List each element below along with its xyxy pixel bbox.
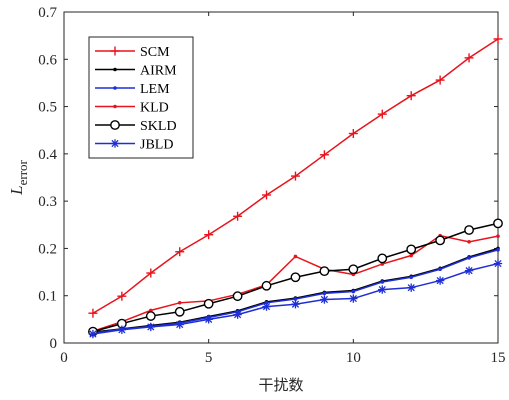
data-point [377, 109, 387, 119]
y-tick-label: 0.1 [38, 289, 57, 305]
data-point [113, 86, 117, 90]
legend-label: AIRM [140, 64, 177, 79]
data-point [348, 129, 358, 139]
axes: 0 5 10 15 0 0.1 0.2 0.3 0.4 0.5 0.6 0.7 [38, 5, 505, 366]
data-point [233, 310, 242, 319]
data-point [493, 259, 503, 268]
data-point [409, 275, 414, 280]
data-point [380, 280, 385, 284]
data-point [110, 120, 120, 130]
data-point [290, 272, 301, 283]
data-point [110, 139, 120, 148]
data-point [146, 268, 156, 278]
legend-item-lem: LEM [95, 82, 170, 97]
legend-item-jbld: JBLD [95, 138, 173, 153]
legend-item-skld: SKLD [95, 119, 177, 134]
data-point [175, 320, 184, 329]
data-point [293, 297, 298, 301]
legend-item-kld: KLD [95, 101, 169, 116]
data-point [174, 306, 185, 317]
data-point [319, 150, 329, 160]
legend-label: SKLD [140, 119, 177, 134]
data-point [291, 300, 300, 309]
y-tick-label: 0.5 [38, 100, 57, 116]
data-point [467, 240, 471, 244]
series-layer [88, 34, 503, 339]
data-point [175, 247, 185, 257]
y-tick-label: 0.6 [38, 52, 57, 68]
y-axis-label: Lerror [7, 159, 30, 195]
data-point [319, 266, 330, 277]
data-point [496, 234, 500, 238]
data-point [438, 267, 442, 272]
y-tick-label: 0 [50, 336, 58, 352]
legend-label: SCM [140, 45, 170, 60]
legend: SCM AIRM LEM KLD SKLD JBLD [88, 36, 194, 159]
data-point [493, 34, 503, 44]
data-point [110, 46, 120, 56]
y-axis-label-main: L [7, 185, 26, 195]
data-point [407, 283, 416, 292]
data-point [406, 244, 417, 255]
data-point [262, 302, 271, 311]
x-tick-label: 15 [491, 350, 506, 366]
y-tick-label: 0.4 [38, 147, 57, 163]
data-point [348, 264, 359, 275]
data-point [261, 280, 272, 291]
data-point [464, 53, 474, 63]
data-point [88, 308, 98, 318]
data-point [117, 291, 127, 301]
data-point [322, 291, 327, 296]
legend-label: KLD [140, 101, 169, 116]
series-scm [88, 34, 503, 318]
data-point [493, 218, 503, 229]
series-jbld [88, 259, 503, 339]
legend-box [88, 36, 194, 159]
data-point [349, 294, 358, 303]
data-point [464, 266, 474, 275]
data-point [435, 235, 446, 246]
data-point [409, 253, 414, 258]
y-tick-label: 0.2 [38, 241, 57, 257]
y-tick-label: 0.3 [38, 194, 57, 210]
data-point [378, 285, 387, 294]
legend-item-airm: AIRM [95, 64, 177, 79]
data-point [351, 289, 356, 294]
data-point [262, 190, 272, 200]
x-axis-label: 干扰数 [258, 376, 303, 394]
data-point [145, 311, 156, 321]
data-point [290, 171, 300, 181]
data-point [320, 295, 329, 304]
data-point [88, 329, 98, 339]
data-point [146, 322, 155, 332]
legend-label: JBLD [140, 138, 173, 153]
y-axis-label-sub: error [15, 159, 30, 185]
legend-item-scm: SCM [95, 45, 170, 60]
x-tick-label: 0 [60, 350, 68, 366]
data-point [435, 75, 445, 85]
data-point [177, 301, 182, 305]
data-point [232, 291, 243, 302]
data-point [203, 298, 214, 309]
data-point [204, 315, 213, 324]
data-point [113, 67, 117, 72]
data-point [113, 104, 117, 109]
data-point [233, 211, 243, 221]
y-tick-label: 0.7 [38, 5, 57, 21]
data-point [204, 230, 214, 240]
data-point [406, 91, 416, 101]
series-skld [88, 218, 503, 337]
data-point [435, 276, 445, 285]
legend-label: LEM [140, 82, 170, 97]
x-tick-label: 5 [205, 350, 213, 366]
data-point [117, 325, 127, 334]
data-point [377, 253, 388, 264]
data-point [496, 248, 500, 252]
data-point [467, 256, 471, 260]
data-point [464, 225, 474, 235]
data-point [293, 254, 298, 259]
x-tick-label: 10 [346, 350, 361, 366]
